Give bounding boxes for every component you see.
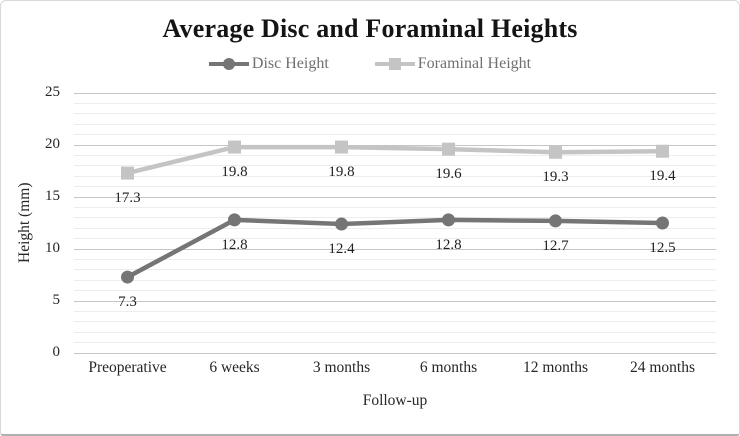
chart-title: Average Disc and Foraminal Heights xyxy=(162,14,578,43)
minor-gridline xyxy=(74,217,716,219)
series-line-foraminal-height xyxy=(126,144,663,176)
major-gridline xyxy=(74,248,716,250)
data-label: 12.5 xyxy=(649,240,676,256)
y-tick-label: 15 xyxy=(45,188,60,204)
legend-swatch-disc xyxy=(208,57,249,71)
circle-marker-icon xyxy=(222,58,235,70)
minor-gridline xyxy=(74,154,716,156)
minor-gridline xyxy=(74,342,716,344)
legend-label-disc-height: Disc Height xyxy=(251,55,329,72)
square-data-point-marker xyxy=(228,140,241,154)
y-tick-label: 20 xyxy=(45,136,60,152)
legend-item-disc-height: Disc Height xyxy=(208,55,329,73)
minor-gridline xyxy=(74,123,716,125)
x-tick-label: 12 months xyxy=(522,359,589,376)
data-label: 12.7 xyxy=(542,237,569,254)
data-label: 19.4 xyxy=(649,168,676,185)
square-data-point-marker xyxy=(335,140,348,154)
data-label: 12.8 xyxy=(435,236,462,253)
x-tick-label: 24 months xyxy=(629,359,696,376)
circle-data-point-marker xyxy=(442,213,455,227)
minor-gridline xyxy=(74,269,716,271)
square-data-point-marker xyxy=(656,144,669,158)
circle-data-point-marker xyxy=(656,216,669,230)
minor-gridline xyxy=(74,238,716,240)
legend-swatch-foraminal xyxy=(374,57,415,71)
circle-data-point-marker xyxy=(121,270,134,284)
y-tick-label: 10 xyxy=(45,240,60,256)
minor-gridline xyxy=(74,310,716,312)
data-label: 19.6 xyxy=(435,166,462,183)
x-tick-label: 6 months xyxy=(419,359,478,376)
minor-gridline xyxy=(74,102,716,104)
major-gridline xyxy=(74,144,716,146)
data-label: 7.3 xyxy=(118,294,137,311)
x-tick-label: Preoperative xyxy=(88,359,167,376)
y-tick-label: 0 xyxy=(52,344,61,360)
y-tick-label: 5 xyxy=(52,292,61,308)
minor-gridline xyxy=(74,279,716,281)
minor-gridline xyxy=(74,290,716,292)
x-axis-title: Follow-up xyxy=(362,392,428,409)
series-line-disc-height xyxy=(126,217,663,280)
legend-item-foraminal-height: Foraminal Height xyxy=(374,55,532,73)
minor-gridline xyxy=(74,186,716,188)
data-label: 12.4 xyxy=(328,241,355,258)
circle-data-point-marker xyxy=(549,214,562,228)
square-data-point-marker xyxy=(442,142,455,156)
x-tick-label: 3 months xyxy=(312,359,371,376)
major-gridline xyxy=(74,92,716,94)
minor-gridline xyxy=(74,165,716,167)
data-label: 19.3 xyxy=(542,169,569,186)
major-gridline xyxy=(74,196,716,198)
circle-data-point-marker xyxy=(335,217,348,231)
minor-gridline xyxy=(74,331,716,333)
x-tick-label: 6 weeks xyxy=(209,359,260,376)
series-plot xyxy=(121,140,669,284)
minor-gridline xyxy=(74,258,716,260)
legend-label-foraminal-height: Foraminal Height xyxy=(417,55,532,72)
data-label: 12.8 xyxy=(221,236,248,253)
data-label: 19.8 xyxy=(328,164,355,181)
minor-gridline xyxy=(74,321,716,323)
data-label: 19.8 xyxy=(221,164,248,181)
minor-gridline xyxy=(74,206,716,208)
y-axis-title: Height (mm) xyxy=(16,182,33,264)
square-data-point-marker xyxy=(121,166,134,180)
major-gridline xyxy=(74,352,716,354)
minor-gridline xyxy=(74,227,716,229)
square-marker-icon xyxy=(388,58,401,70)
legend: Disc Height Foraminal Height xyxy=(1,55,739,73)
minor-gridline xyxy=(74,113,716,115)
minor-gridline xyxy=(74,175,716,177)
minor-gridline xyxy=(74,134,716,136)
major-gridline xyxy=(74,300,716,302)
y-tick-label: 25 xyxy=(45,84,60,100)
square-data-point-marker xyxy=(549,145,562,159)
circle-data-point-marker xyxy=(228,213,241,227)
data-label: 17.3 xyxy=(114,190,141,207)
